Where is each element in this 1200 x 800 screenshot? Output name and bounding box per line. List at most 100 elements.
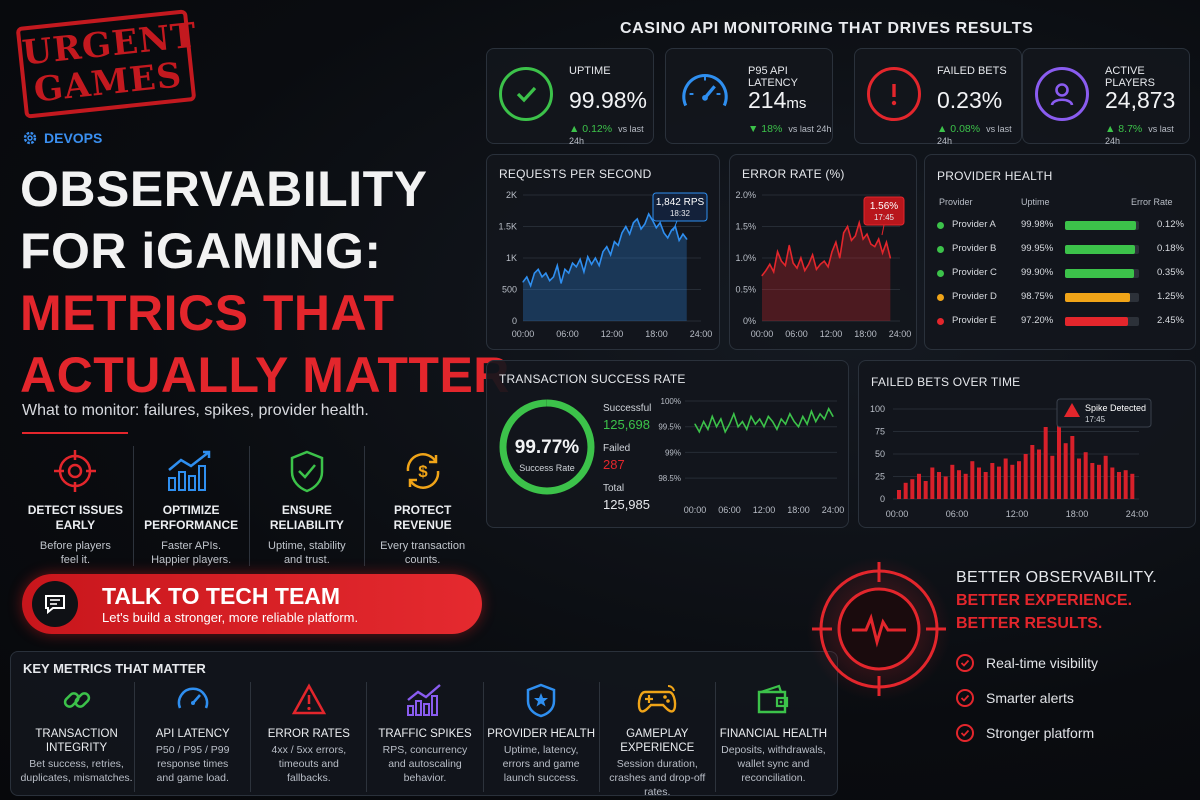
series-point [819,263,821,265]
feature-desc: Before players feel it. [39,540,111,566]
shield-check-icon [290,450,324,493]
provider-error-rate: 2.45% [1157,315,1184,326]
x-tick-label: 00:00 [886,509,909,519]
provider-row: Provider C 99.90% 0.35% [937,267,1187,281]
series-point [789,413,791,415]
provider-row: Provider E 97.20% 2.45% [937,315,1187,329]
provider-name: Provider A [952,219,996,230]
bar [1070,436,1075,499]
series-point [703,420,705,423]
callout-box [1056,398,1152,428]
better-line-2: BETTER EXPERIENCE. [956,592,1133,609]
series-point [598,264,600,267]
series-point [724,431,726,433]
bar [1037,449,1041,499]
bar [1063,443,1068,499]
kpi-label: P95 API LATENCY [748,65,798,89]
failed-value: 287 [603,457,625,472]
uptime-bar [1065,221,1137,230]
series-point [808,263,810,265]
wallet-icon [758,684,789,714]
check-item: Real-time visibility [956,654,1098,672]
rps-chart: 2K 1.5K 1K 500 0 00:00 06:00 12:00 18:00 24:00 1,8… [498,190,712,339]
series-point [694,423,696,425]
series-point [870,243,872,245]
series-point [811,254,814,256]
uptime-bar [1065,245,1135,254]
metric-gameplay-experience: GAMEPLAY EXPERIENCE Session duration, cra… [600,682,716,798]
key-metrics-row: TRANSACTION INTEGRITY Bet success, retrie… [19,682,831,798]
rps-chart-title: REQUESTS PER SECOND [499,167,652,181]
series-point [583,271,585,273]
series-point [632,222,635,224]
x-tick-label: 18:00 [854,329,877,339]
bar [1010,464,1015,499]
status-dot [937,294,944,301]
header-error-rate: Error Rate [1131,197,1173,207]
failed-bets-chart: 100 75 50 25 000:00 06:00 12:00 18:00 24:00 Spike… [870,398,1152,519]
bar [990,463,995,499]
warning-icon [291,683,326,715]
series-point [537,268,539,270]
series-point [797,426,800,428]
check-icon [956,724,974,742]
series-point [556,264,558,267]
y-tick-label: 500 [502,285,517,295]
y-tick-label: 0 [880,494,885,504]
uptime-bar [1065,317,1128,326]
provider-health-title: PROVIDER HEALTH [937,169,1053,183]
series-point [827,266,829,268]
headline: OBSERVABILITY FOR iGAMING: METRICS THAT … [20,158,510,406]
y-tick-label: 1K [506,253,517,263]
series-point [568,272,570,274]
series-point [686,238,688,240]
series-point [850,239,853,241]
uptime-bar [1065,293,1131,302]
series-point [733,413,735,415]
series-point [776,428,778,430]
series-point [541,276,543,278]
key-metrics-panel: KEY METRICS THAT MATTER TRANSACTION INTEG… [10,651,838,798]
kpi-label: ACTIVE PLAYERS [1105,65,1155,89]
failed-bets-title: FAILED BETS OVER TIME [871,375,1021,389]
callout-label: 1.56% [870,201,898,212]
uptime-bar [1065,269,1134,278]
series-point [606,246,608,248]
kpi-label: UPTIME [569,65,611,77]
provider-name: Provider E [952,315,997,326]
y-tick-label: 100 [870,404,885,414]
talk-to-tech-team-button[interactable]: TALK TO TECH TEAM Let's build a stronger… [22,574,482,634]
kpi-value: 214ms [748,87,807,113]
x-tick-label: 12:00 [601,329,624,339]
success-rate-value: 99.77% [514,437,580,458]
brand-stamp: URGENT GAMES [15,9,199,119]
feature-list: DETECT ISSUES EARLY Before players feel it… [18,446,480,566]
warning-icon [1064,403,1080,417]
callout-label: Spike Detected [1085,403,1146,413]
series-point [711,415,713,418]
bar [930,467,935,499]
bar [957,470,961,499]
y-tick-label: 99% [665,448,681,457]
y-tick-label: 2.0% [735,190,756,200]
series-point [815,420,817,423]
header-provider: Provider [939,197,973,207]
provider-uptime: 97.20% [1021,315,1054,326]
x-tick-label: 06:00 [785,329,808,339]
x-tick-label: 12:00 [1006,509,1029,519]
bar [983,472,988,499]
series-point [806,423,808,425]
headline-line-3: METRICS THAT [20,285,395,341]
bar [1003,458,1008,499]
bar [950,464,955,499]
metric-error-rates: ERROR RATES 4xx / 5xx errors, timeouts an… [251,682,368,792]
feature-desc: Uptime, stability and trust. [268,540,346,566]
series-point [784,423,787,425]
x-tick-label: 12:00 [753,505,776,515]
feature-optimize: OPTIMIZE PERFORMANCE Faster APIs. Happier … [134,446,250,566]
feature-title: ENSURE RELIABILITY [269,503,344,532]
series-point [828,408,830,410]
better-tagline: BETTER OBSERVABILITY. BETTER EXPERIENCE.… [956,566,1157,635]
bar [937,472,941,499]
series-point [613,241,616,243]
